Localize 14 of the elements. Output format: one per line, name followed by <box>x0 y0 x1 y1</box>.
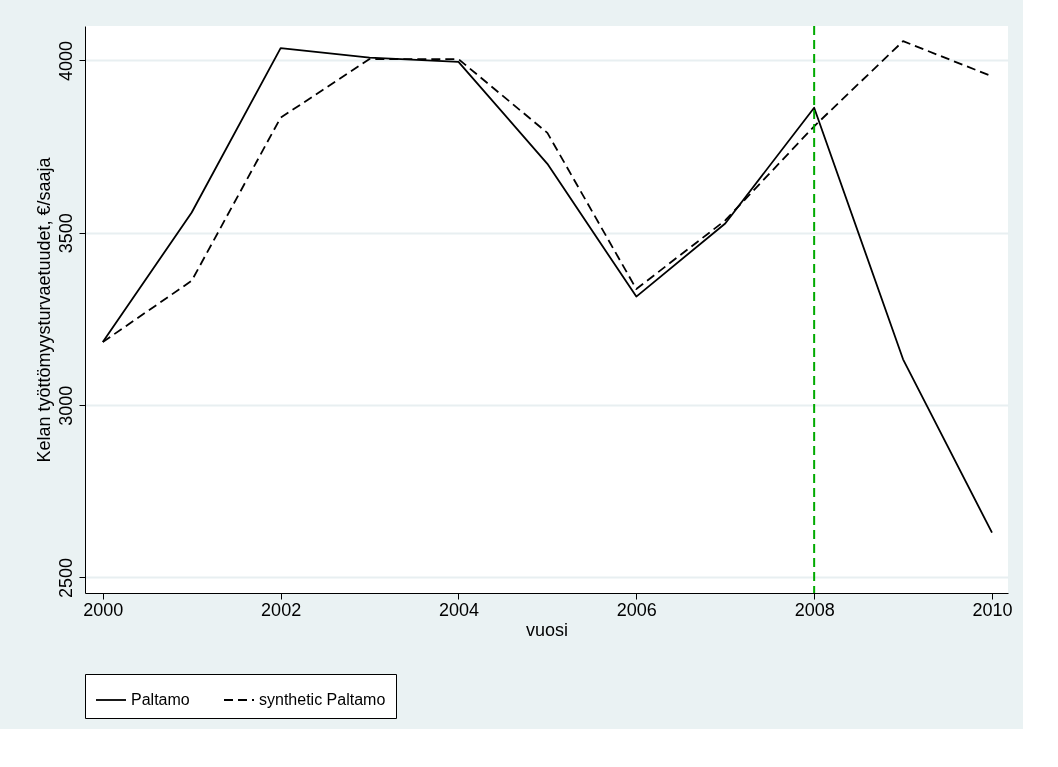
y-tick-label: 3500 <box>55 213 76 254</box>
y-tick-label: 2500 <box>55 557 76 599</box>
x-tick-label: 2010 <box>972 599 1013 620</box>
x-tick-label: 2002 <box>261 599 302 620</box>
x-tick-label: 2000 <box>83 599 124 620</box>
y-tick-label: 3000 <box>55 385 76 426</box>
y-tick-label: 4000 <box>55 40 76 81</box>
legend-label: synthetic Paltamo <box>259 691 386 708</box>
x-tick-label: 2008 <box>794 599 835 620</box>
x-tick-label: 2004 <box>438 599 479 620</box>
y-axis-title: Kelan työttömyysturvaetuudet, €/saaja <box>33 156 54 463</box>
x-tick-label: 2006 <box>616 599 657 620</box>
legend-label: Paltamo <box>131 691 190 708</box>
x-axis-title: vuosi <box>525 619 569 640</box>
